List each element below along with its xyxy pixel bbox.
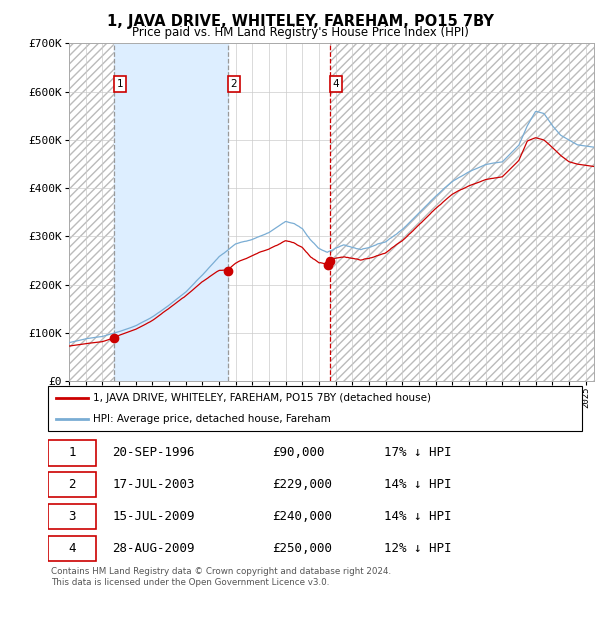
Text: 4: 4 — [332, 79, 339, 89]
FancyBboxPatch shape — [48, 386, 582, 431]
Text: 12% ↓ HPI: 12% ↓ HPI — [385, 542, 452, 555]
Polygon shape — [69, 43, 115, 381]
Text: 3: 3 — [68, 510, 76, 523]
Text: 2: 2 — [68, 478, 76, 491]
Text: 28-AUG-2009: 28-AUG-2009 — [112, 542, 194, 555]
Text: 14% ↓ HPI: 14% ↓ HPI — [385, 478, 452, 491]
FancyBboxPatch shape — [48, 440, 96, 466]
Bar — [115, 43, 228, 381]
Text: £250,000: £250,000 — [272, 542, 332, 555]
Text: 1, JAVA DRIVE, WHITELEY, FAREHAM, PO15 7BY: 1, JAVA DRIVE, WHITELEY, FAREHAM, PO15 7… — [107, 14, 493, 29]
Text: £229,000: £229,000 — [272, 478, 332, 491]
FancyBboxPatch shape — [48, 472, 96, 497]
Text: £240,000: £240,000 — [272, 510, 332, 523]
Text: 1: 1 — [117, 79, 124, 89]
Text: 17-JUL-2003: 17-JUL-2003 — [112, 478, 194, 491]
Text: HPI: Average price, detached house, Fareham: HPI: Average price, detached house, Fare… — [94, 414, 331, 424]
FancyBboxPatch shape — [48, 536, 96, 561]
Text: 20-SEP-1996: 20-SEP-1996 — [112, 446, 194, 459]
Text: 1: 1 — [68, 446, 76, 459]
Text: 14% ↓ HPI: 14% ↓ HPI — [385, 510, 452, 523]
Text: Price paid vs. HM Land Registry's House Price Index (HPI): Price paid vs. HM Land Registry's House … — [131, 26, 469, 39]
Text: 15-JUL-2009: 15-JUL-2009 — [112, 510, 194, 523]
Text: 4: 4 — [68, 542, 76, 555]
Text: 1, JAVA DRIVE, WHITELEY, FAREHAM, PO15 7BY (detached house): 1, JAVA DRIVE, WHITELEY, FAREHAM, PO15 7… — [94, 393, 431, 404]
Text: Contains HM Land Registry data © Crown copyright and database right 2024.
This d: Contains HM Land Registry data © Crown c… — [51, 567, 391, 587]
Text: £90,000: £90,000 — [272, 446, 325, 459]
Text: 2: 2 — [230, 79, 237, 89]
Text: 17% ↓ HPI: 17% ↓ HPI — [385, 446, 452, 459]
FancyBboxPatch shape — [48, 504, 96, 529]
Polygon shape — [330, 43, 594, 381]
